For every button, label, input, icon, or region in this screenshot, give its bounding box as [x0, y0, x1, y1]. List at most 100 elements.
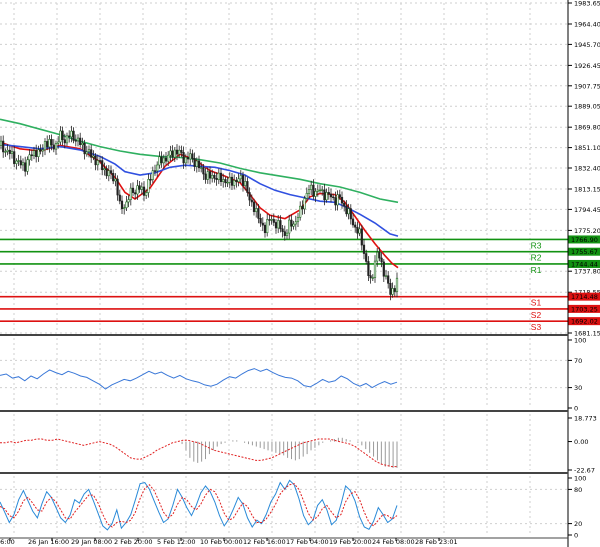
candle-body: [387, 275, 390, 284]
candle-body: [127, 199, 130, 203]
candle-body: [211, 174, 214, 179]
candle-body: [63, 139, 66, 144]
candle-body: [285, 232, 289, 236]
price-tick-label: 1775.20: [574, 227, 600, 235]
candle-body: [52, 144, 55, 150]
level-tag-s1: [568, 292, 600, 301]
candle-body: [334, 197, 337, 206]
candle-body: [391, 288, 394, 295]
candle-body: [360, 228, 363, 246]
candle-body: [87, 149, 91, 153]
candle-body: [195, 160, 198, 167]
macd-plot: [0, 437, 398, 468]
candle-body: [35, 150, 38, 157]
level-name-s1: S1: [531, 298, 542, 308]
candle-body: [123, 207, 126, 210]
candle-body: [380, 257, 383, 263]
candle-body: [222, 179, 225, 182]
price-tick-label: 1851.10: [574, 144, 600, 152]
candle-body: [314, 191, 317, 197]
macd-grid: [13, 414, 531, 470]
candle-body: [13, 151, 16, 164]
candle-body: [294, 221, 297, 225]
candle-body: [224, 179, 227, 184]
candle-body: [2, 140, 5, 153]
candle-body: [182, 152, 185, 164]
candle-body: [356, 226, 359, 234]
candle-body: [345, 205, 348, 215]
candle-body: [156, 164, 159, 172]
price-tick-label: 1794.45: [574, 206, 600, 214]
candle-body: [19, 160, 22, 166]
candle-body: [72, 130, 75, 141]
candle-body: [204, 173, 207, 180]
candle-body: [248, 192, 251, 201]
candle-body: [369, 275, 372, 279]
candle-body: [171, 150, 174, 158]
candle-body: [288, 219, 291, 234]
stoch-main-line: [0, 479, 398, 531]
candle-body: [41, 149, 44, 152]
candle-body: [136, 185, 139, 195]
stoch-panel: 100 80 20 0: [0, 475, 586, 540]
time-tick-label: 19 Feb 20:00: [329, 538, 372, 546]
candle-body: [257, 208, 260, 219]
time-tick-label: 16:00: [0, 538, 15, 546]
candle-body: [378, 251, 381, 259]
candle-body: [365, 253, 368, 262]
candle-body: [109, 170, 113, 174]
candle-body: [158, 156, 161, 166]
candle-body: [37, 149, 40, 157]
candle-body: [312, 184, 315, 197]
candle-body: [266, 219, 269, 234]
candle-body: [235, 180, 238, 182]
candle-body: [79, 137, 82, 146]
candle-body: [191, 153, 194, 159]
level-price-s1: 1714.48: [571, 293, 598, 301]
stoch-tick-label: 100: [574, 475, 586, 483]
level-tag-r3: [568, 235, 600, 244]
level-name-r3: R3: [531, 240, 542, 250]
level-price-r3: 1766.90: [571, 236, 598, 244]
candle-body: [129, 187, 132, 200]
candle-body: [193, 158, 196, 167]
candle-body: [15, 160, 18, 164]
candle-body: [395, 277, 399, 292]
rsi-tick-label: 100: [574, 337, 586, 345]
time-tick-label: 29 Jan 08:00: [71, 538, 112, 546]
time-tick-label: 12 Feb 16:00: [243, 538, 286, 546]
rsi-tick-label: 0: [574, 405, 578, 413]
stoch-signal-line: [0, 483, 398, 528]
candle-body: [173, 149, 176, 158]
candle-body: [299, 205, 302, 218]
candle-body: [384, 275, 388, 277]
candle-body: [151, 170, 154, 180]
candle-body: [268, 219, 271, 221]
candle-body: [358, 228, 361, 234]
level-name-r2: R2: [531, 253, 542, 263]
candle-body: [338, 194, 341, 198]
candle-body: [147, 179, 150, 193]
candle-body: [149, 179, 152, 181]
time-tick-label: 24 Feb 08:00: [372, 538, 415, 546]
candle-body: [343, 202, 346, 207]
candle-body: [261, 222, 264, 226]
candle-body: [202, 167, 205, 175]
candle-body: [85, 151, 88, 155]
candle-body: [140, 186, 143, 190]
level-name-s3: S3: [531, 322, 542, 332]
rsi-tick-label: 30: [574, 384, 582, 392]
price-tick-label: 1889.05: [574, 103, 600, 111]
price-tick-label: 1681.15: [574, 330, 600, 338]
candle-body: [57, 141, 60, 144]
candle-body: [371, 277, 374, 279]
candle-body: [125, 201, 128, 209]
rsi-axis: 100 70 30 0: [568, 337, 586, 413]
candles: [0, 125, 399, 301]
candle-body: [116, 178, 119, 196]
price-axis: 1983.65 1964.40 1945.70 1926.45 1907.75 1889.…: [568, 0, 600, 338]
candle-body: [197, 160, 201, 169]
price-tick-label: 1869.80: [574, 124, 600, 132]
